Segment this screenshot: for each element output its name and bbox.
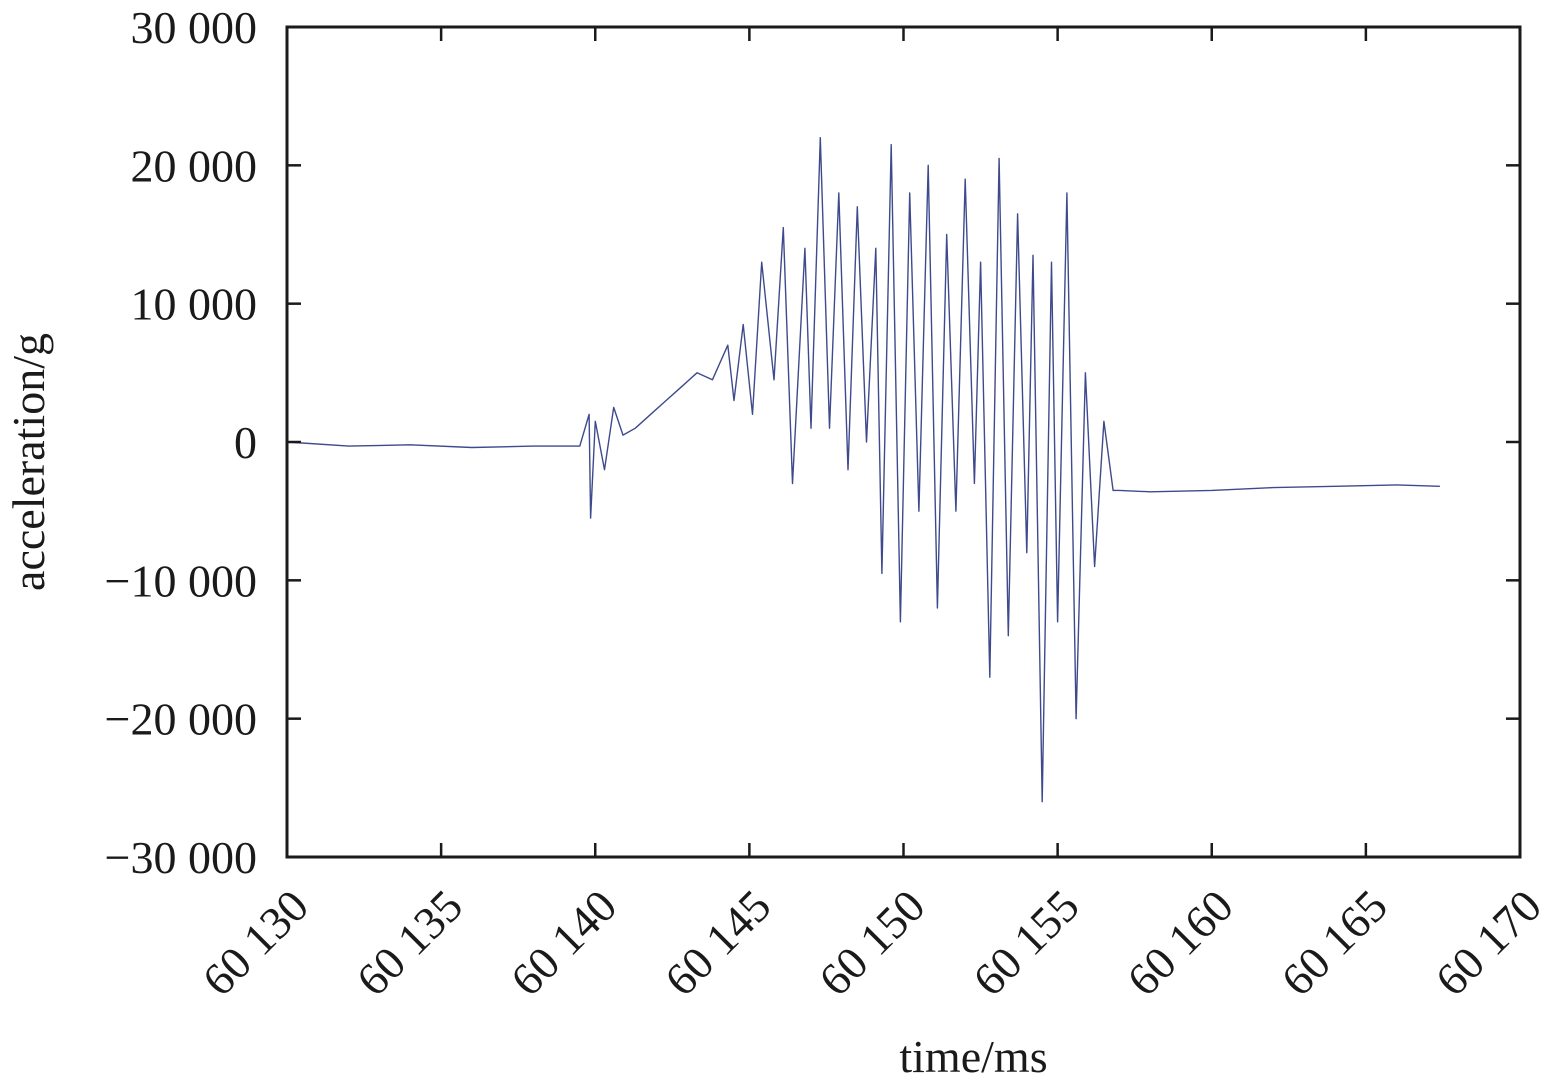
x-tick-label: 60 160 xyxy=(1117,880,1243,1006)
y-tick-label: 20 000 xyxy=(131,140,258,191)
plot-frame xyxy=(285,25,1522,859)
tick-labels-layer: 60 130 60 135 60 140 60 145 60 150 60 155 60 1… xyxy=(105,2,1548,1006)
x-axis-label: time/ms xyxy=(899,1031,1047,1080)
x-tick-label: 60 170 xyxy=(1426,880,1548,1006)
y-tick-label: −20 000 xyxy=(105,694,257,745)
x-tick-label: 60 155 xyxy=(963,880,1089,1006)
x-tick-label: 60 130 xyxy=(193,880,319,1006)
x-tick-label: 60 150 xyxy=(809,880,935,1006)
y-tick-label: 0 xyxy=(234,417,257,468)
y-tick-label: 30 000 xyxy=(131,2,258,53)
y-tick-label: −30 000 xyxy=(105,832,257,883)
y-tick-label: −10 000 xyxy=(105,555,257,606)
y-axis-label: acceleration/g xyxy=(3,333,54,591)
x-tick-label: 60 165 xyxy=(1271,880,1397,1006)
ticks-layer xyxy=(285,25,1522,859)
series-layer xyxy=(286,136,1440,803)
x-tick-label: 60 135 xyxy=(347,880,473,1006)
x-tick-label: 60 145 xyxy=(655,880,781,1006)
x-tick-label: 60 140 xyxy=(501,880,627,1006)
series-line-0 xyxy=(286,136,1440,803)
y-tick-label: 10 000 xyxy=(131,279,258,330)
